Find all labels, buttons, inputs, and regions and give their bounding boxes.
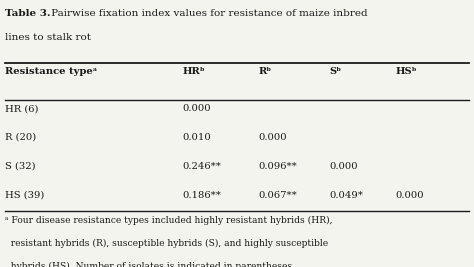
Text: lines to stalk rot: lines to stalk rot xyxy=(5,33,91,42)
Text: Table 3.: Table 3. xyxy=(5,9,50,18)
Text: Sᵇ: Sᵇ xyxy=(329,67,341,76)
Text: 0.000: 0.000 xyxy=(329,162,358,171)
Text: hybrids (HS). Number of isolates is indicated in parentheses.: hybrids (HS). Number of isolates is indi… xyxy=(5,262,295,267)
Text: 0.049*: 0.049* xyxy=(329,191,363,200)
Text: Resistance typeᵃ: Resistance typeᵃ xyxy=(5,67,97,76)
Text: 0.000: 0.000 xyxy=(396,191,424,200)
Text: 0.186**: 0.186** xyxy=(182,191,221,200)
Text: Pairwise fixation index values for resistance of maize inbred: Pairwise fixation index values for resis… xyxy=(48,9,368,18)
Text: S (32): S (32) xyxy=(5,162,36,171)
Text: Rᵇ: Rᵇ xyxy=(258,67,272,76)
Text: 0.067**: 0.067** xyxy=(258,191,297,200)
Text: HS (39): HS (39) xyxy=(5,191,44,200)
Text: HSᵇ: HSᵇ xyxy=(396,67,417,76)
Text: 0.246**: 0.246** xyxy=(182,162,221,171)
Text: 0.000: 0.000 xyxy=(182,104,211,113)
Text: R (20): R (20) xyxy=(5,133,36,142)
Text: 0.096**: 0.096** xyxy=(258,162,297,171)
Text: HRᵇ: HRᵇ xyxy=(182,67,205,76)
Text: 0.010: 0.010 xyxy=(182,133,211,142)
Text: resistant hybrids (R), susceptible hybrids (S), and highly susceptible: resistant hybrids (R), susceptible hybri… xyxy=(5,239,328,248)
Text: ᵃ Four disease resistance types included highly resistant hybrids (HR),: ᵃ Four disease resistance types included… xyxy=(5,215,332,225)
Text: 0.000: 0.000 xyxy=(258,133,287,142)
Text: HR (6): HR (6) xyxy=(5,104,38,113)
